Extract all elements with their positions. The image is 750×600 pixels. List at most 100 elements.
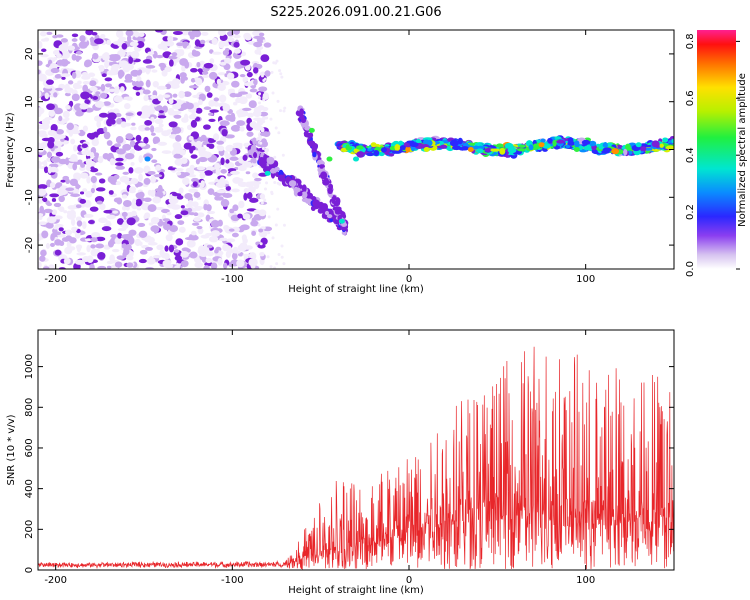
heatmap-cell: [68, 157, 79, 162]
heatmap-cell: [148, 222, 154, 226]
heatmap-cell: [281, 153, 285, 157]
heatmap-cell: [259, 242, 263, 246]
heatmap-cell: [451, 145, 462, 151]
x-tick-label: -100: [221, 274, 244, 285]
heatmap-cell: [138, 230, 148, 238]
heatmap-cell: [239, 126, 245, 132]
heatmap-cell: [134, 33, 139, 38]
heatmap-cell: [136, 40, 145, 49]
heatmap-cell: [262, 78, 266, 82]
heatmap-cell: [106, 260, 114, 265]
heatmap-cell: [121, 205, 127, 211]
heatmap-cell: [193, 216, 202, 222]
colorbar-tick-label: 0.8: [685, 33, 696, 49]
heatmap-cell: [155, 105, 163, 112]
heatmap-cell: [242, 213, 251, 220]
heatmap-cell: [168, 55, 178, 60]
heatmap-cell: [243, 81, 253, 87]
heatmap-cell: [475, 148, 484, 154]
heatmap-cell: [40, 54, 49, 58]
heatmap-cell: [233, 30, 240, 35]
heatmap-cell: [188, 31, 193, 36]
heatmap-cell: [598, 146, 604, 150]
heatmap-cell: [216, 140, 225, 145]
heatmap-cell: [44, 92, 50, 100]
heatmap-cell: [143, 177, 151, 185]
heatmap-cell: [567, 141, 576, 146]
heatmap-cell: [162, 105, 168, 113]
heatmap-cell: [167, 107, 175, 116]
heatmap-cell: [180, 250, 189, 258]
heatmap-cell: [125, 30, 134, 37]
heatmap-cell: [103, 101, 111, 106]
heatmap-cell: [122, 199, 132, 207]
heatmap-cell: [124, 73, 133, 82]
heatmap-cell: [181, 65, 186, 72]
heatmap-cell: [279, 109, 283, 113]
heatmap-cell: [38, 69, 41, 75]
heatmap-cell: [312, 151, 317, 158]
heatmap-cell: [51, 209, 58, 215]
heatmap-cell: [328, 193, 333, 198]
heatmap-cell: [72, 188, 80, 194]
colorbar-gradient: [697, 30, 736, 269]
heatmap-cell: [104, 60, 110, 69]
heatmap-cell: [110, 234, 118, 239]
heatmap-cell: [60, 38, 68, 43]
heatmap-cell: [124, 103, 131, 110]
heatmap-cell: [138, 258, 147, 264]
heatmap-cell: [142, 89, 151, 95]
heatmap-cell: [233, 48, 241, 54]
heatmap-cell: [90, 166, 95, 171]
heatmap-cell: [88, 220, 95, 225]
heatmap-cell: [188, 188, 199, 193]
heatmap-cell: [262, 39, 266, 43]
heatmap-cell: [221, 128, 228, 137]
heatmap-cell: [190, 119, 198, 128]
heatmap-cell: [252, 159, 257, 164]
heatmap-cell: [116, 197, 123, 205]
heatmap-cell: [91, 139, 99, 147]
heatmap-cell: [65, 235, 73, 242]
heatmap-cell: [64, 87, 74, 94]
heatmap-cell: [238, 91, 249, 95]
heatmap-cell: [243, 32, 251, 40]
heatmap-cell: [151, 95, 157, 99]
heatmap-cell: [176, 171, 182, 176]
heatmap-cell: [246, 112, 254, 118]
heatmap-cell: [94, 38, 104, 45]
heatmap-cell: [635, 142, 642, 148]
heatmap-cell: [262, 92, 270, 100]
heatmap-cell: [124, 152, 135, 160]
heatmap-cell: [253, 152, 258, 159]
heatmap-cell: [185, 167, 192, 174]
heatmap-cell: [254, 177, 262, 182]
heatmap-cell: [264, 170, 271, 176]
heatmap-cell: [210, 230, 221, 237]
heatmap-cell: [235, 97, 243, 104]
heatmap-cell: [66, 240, 72, 249]
heatmap-cell: [150, 125, 155, 133]
heatmap-cell: [282, 262, 286, 266]
y-tick-label: -20: [24, 237, 35, 253]
heatmap-cell: [60, 138, 65, 142]
heatmap-cell: [73, 144, 78, 152]
heatmap-cell: [206, 244, 213, 249]
heatmap-cell: [373, 149, 380, 157]
heatmap-cell: [331, 197, 336, 204]
heatmap-cell: [245, 183, 254, 188]
heatmap-cell: [259, 141, 263, 145]
heatmap-cell: [85, 158, 93, 166]
heatmap-cell: [166, 129, 173, 133]
heatmap-cell: [70, 129, 81, 135]
heatmap-cell: [194, 205, 204, 210]
heatmap-cell: [273, 266, 277, 269]
heatmap-cell: [204, 170, 213, 176]
heatmap-cell: [45, 243, 50, 249]
heatmap-cell: [191, 201, 199, 208]
heatmap-cell: [95, 187, 106, 192]
heatmap-cell: [273, 181, 277, 185]
heatmap-cell: [61, 76, 66, 80]
heatmap-cell: [578, 145, 584, 150]
snr-x-label: Height of straight line (km): [288, 585, 424, 596]
